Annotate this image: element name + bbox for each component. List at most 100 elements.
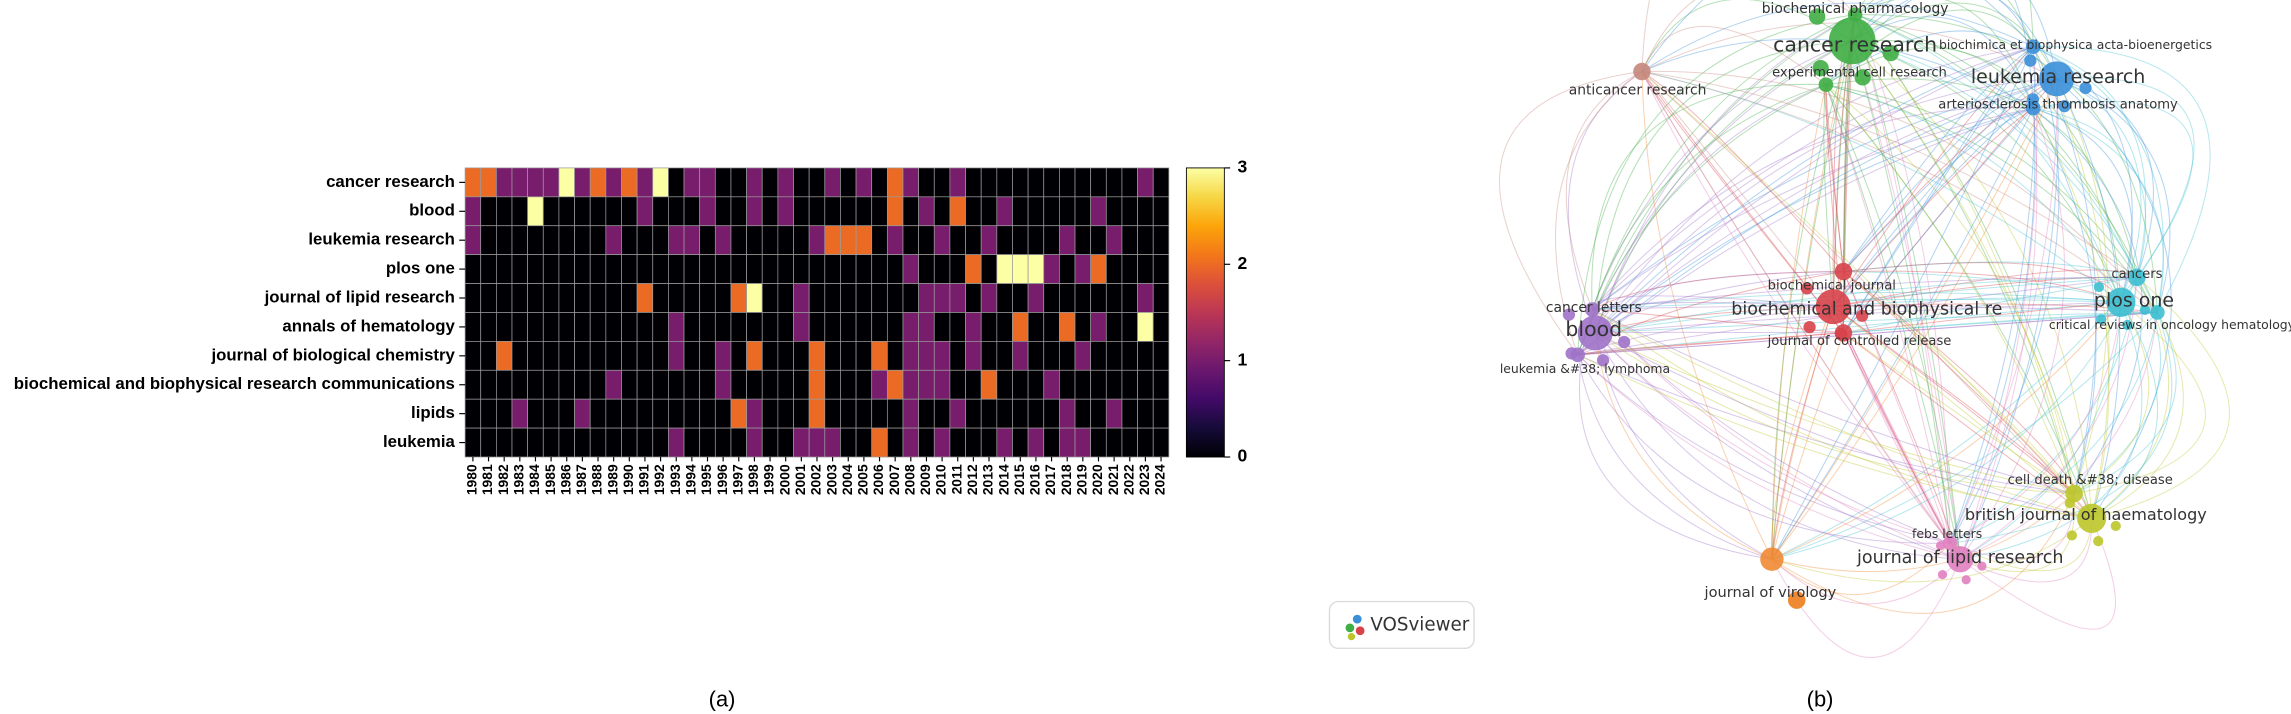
heatmap-cell bbox=[808, 398, 826, 429]
heatmap-cell bbox=[1105, 369, 1123, 400]
heatmap-cell bbox=[949, 254, 966, 284]
heatmap-cell bbox=[1105, 398, 1123, 429]
network-link bbox=[1594, 332, 1961, 560]
heatmap-cell bbox=[699, 225, 716, 256]
heatmap-cell bbox=[918, 341, 935, 371]
heatmap-cell bbox=[558, 167, 575, 198]
heatmap-cell bbox=[808, 196, 826, 227]
logo-icon bbox=[1347, 632, 1356, 641]
heatmap-cell bbox=[480, 369, 497, 400]
heatmap-cell bbox=[589, 196, 607, 227]
x-tick-label: 2004 bbox=[839, 464, 855, 495]
heatmap-cell bbox=[918, 312, 935, 342]
heatmap-cell bbox=[714, 167, 732, 198]
heatmap-cell bbox=[652, 398, 669, 429]
heatmap-cell bbox=[746, 225, 763, 256]
heatmap-cell bbox=[1043, 369, 1060, 400]
network-link bbox=[1577, 78, 2057, 356]
network-link bbox=[1641, 71, 2158, 313]
heatmap-cell bbox=[699, 254, 716, 284]
heatmap-cell bbox=[1121, 398, 1138, 429]
heatmap-cell bbox=[683, 196, 701, 227]
heatmap-cell bbox=[1074, 398, 1092, 429]
logo-icon bbox=[1345, 623, 1355, 633]
network-link bbox=[1592, 309, 1844, 334]
heatmap-cell bbox=[511, 254, 529, 284]
heatmap-cell bbox=[714, 427, 732, 458]
heatmap-cell bbox=[871, 283, 888, 313]
heatmap-cell bbox=[902, 167, 919, 198]
network-link bbox=[2056, 78, 2109, 494]
heatmap-cell bbox=[589, 167, 607, 198]
network-link bbox=[1851, 40, 2075, 494]
heatmap-cell bbox=[714, 341, 732, 371]
network-link bbox=[1854, 0, 2034, 47]
heatmap-cell bbox=[1012, 225, 1029, 256]
network-link bbox=[1854, 14, 2075, 494]
heatmap-cell bbox=[1027, 254, 1045, 284]
network-link bbox=[1577, 332, 1844, 356]
heatmap-cell bbox=[683, 312, 701, 342]
heatmap-cell bbox=[574, 283, 591, 313]
heatmap-cell bbox=[464, 225, 482, 256]
heatmap-cell bbox=[589, 427, 607, 458]
heatmap-cell bbox=[933, 341, 951, 371]
x-tick-label: 1981 bbox=[479, 464, 495, 495]
heatmap-cell bbox=[933, 283, 951, 313]
network-link bbox=[1959, 107, 2065, 560]
heatmap-cell bbox=[652, 254, 669, 284]
network-node bbox=[2065, 484, 2083, 503]
heatmap-cell bbox=[1137, 341, 1154, 371]
heatmap-cell bbox=[730, 369, 747, 400]
heatmap-cell bbox=[824, 196, 841, 227]
heatmap-cell bbox=[699, 167, 716, 198]
heatmap-cell bbox=[699, 398, 716, 429]
network-link bbox=[1854, 14, 2138, 278]
network-link bbox=[1832, 306, 1961, 560]
network-link bbox=[1771, 14, 1856, 560]
network-link bbox=[1594, 332, 2075, 495]
network-link bbox=[1825, 84, 2075, 494]
node-label: leukemia research bbox=[1971, 66, 2145, 88]
heatmap-cell bbox=[1152, 196, 1170, 227]
heatmap-cell bbox=[1105, 254, 1123, 284]
heatmap-cell bbox=[1152, 312, 1170, 342]
network-link bbox=[1771, 78, 2058, 560]
x-tick-label: 1988 bbox=[589, 464, 605, 495]
heatmap-cell bbox=[464, 254, 482, 284]
node-label: critical reviews in oncology hematology bbox=[2049, 317, 2291, 332]
network-link bbox=[2033, 46, 2147, 278]
x-tick-label: 2011 bbox=[948, 464, 964, 494]
network-link bbox=[2073, 301, 2150, 494]
heatmap-cell bbox=[495, 167, 513, 198]
network-link bbox=[2091, 312, 2184, 519]
heatmap-cell bbox=[996, 283, 1013, 313]
heatmap-cell bbox=[480, 196, 497, 227]
x-tick-label: 2021 bbox=[1105, 464, 1121, 495]
network-link bbox=[2091, 277, 2230, 519]
network-node bbox=[1854, 69, 1871, 86]
heatmap-cell bbox=[480, 254, 497, 284]
network-link bbox=[1771, 558, 1961, 605]
network-node bbox=[1570, 347, 1585, 363]
network-link bbox=[1594, 332, 1773, 560]
heatmap-cell bbox=[683, 167, 701, 198]
heatmap-cell bbox=[527, 369, 544, 400]
heatmap-cell bbox=[965, 398, 982, 429]
network-link bbox=[1949, 518, 2093, 572]
node-label: journal of controlled release bbox=[1767, 334, 1952, 349]
heatmap-cell bbox=[730, 196, 747, 227]
heatmap-cell bbox=[589, 312, 607, 342]
heatmap-cell bbox=[824, 225, 841, 256]
network-link bbox=[1851, 40, 2093, 519]
node-label: cancer letters bbox=[1546, 300, 1642, 316]
heatmap-cell bbox=[1074, 283, 1092, 313]
heatmap-cell bbox=[574, 167, 591, 198]
heatmap-cell bbox=[980, 196, 998, 227]
network-link bbox=[1843, 332, 2075, 494]
node-label: biochemical pharmacology bbox=[1762, 1, 1949, 17]
x-tick-label: 2007 bbox=[886, 464, 902, 495]
network-link bbox=[1595, 331, 1844, 334]
network-link bbox=[2073, 312, 2177, 494]
heatmap-cell bbox=[777, 196, 794, 227]
